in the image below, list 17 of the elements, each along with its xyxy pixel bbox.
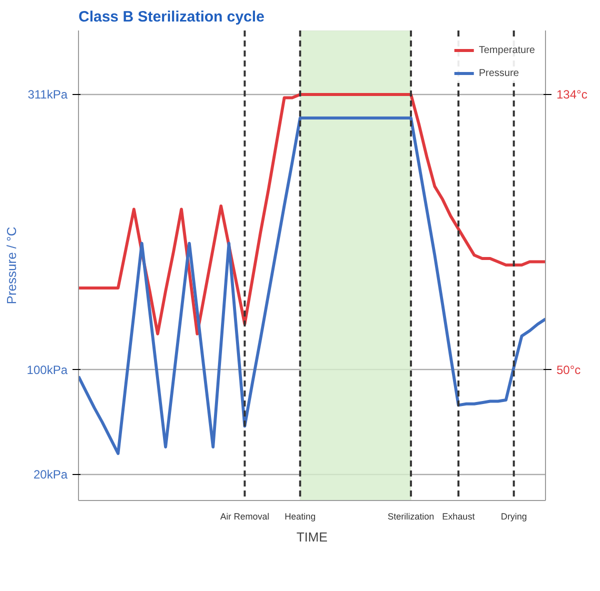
x-tick-label: Sterilization — [388, 512, 434, 522]
x-tick-label: Drying — [500, 512, 527, 522]
x-tick-label: Air Removal — [220, 512, 270, 522]
y-tick-label: 311kPa — [28, 87, 68, 102]
y-axis-title: Pressure / °C — [4, 226, 19, 304]
legend-label: Pressure — [478, 68, 519, 78]
x-axis-title: TIME — [296, 530, 328, 544]
line-series — [78, 92, 546, 336]
y2-tick-label: 134°c — [556, 87, 588, 102]
y2-tick-label: 50°c — [556, 362, 581, 377]
x-tick-label: Heating — [284, 512, 316, 522]
chart-title: Class B Sterilization cycle — [78, 8, 264, 26]
y-tick-label: 20kPa — [33, 467, 68, 482]
line-series — [78, 116, 546, 455]
legend-label: Temperature — [478, 44, 535, 56]
y-tick-label: 100kPa — [26, 362, 68, 377]
x-tick-label: Exhaust — [442, 512, 476, 522]
